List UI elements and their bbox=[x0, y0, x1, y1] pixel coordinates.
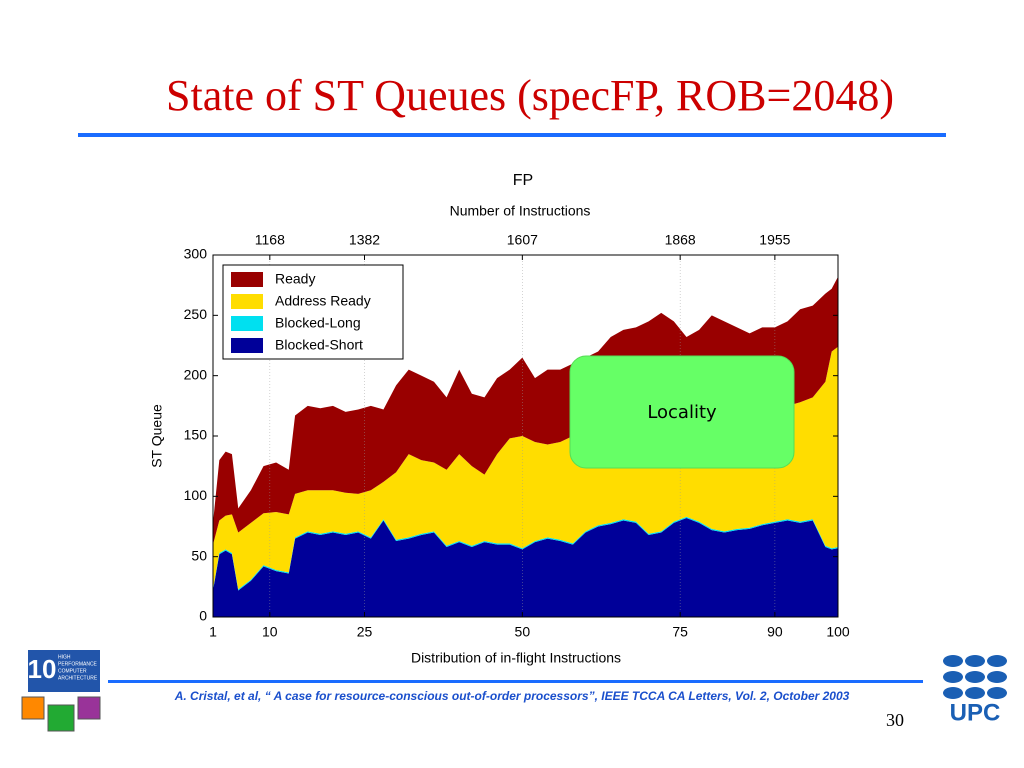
legend-label: Blocked-Short bbox=[275, 337, 363, 353]
logo-text: COMPUTER bbox=[58, 668, 87, 674]
x2-tick-label: 1868 bbox=[665, 232, 696, 248]
footer-rule bbox=[108, 680, 923, 683]
x-tick-label: 25 bbox=[357, 624, 373, 640]
logo-dot bbox=[965, 687, 985, 699]
legend-label: Address Ready bbox=[275, 293, 371, 309]
y-tick-label: 150 bbox=[184, 427, 208, 443]
legend-swatch bbox=[231, 338, 263, 353]
hpca-logo: 10 HIGH PERFORMANCE COMPUTER ARCHITECTUR… bbox=[21, 650, 101, 732]
logo-cube bbox=[47, 704, 75, 732]
annotation: Locality bbox=[647, 402, 717, 423]
legend-swatch bbox=[231, 294, 263, 309]
upc-logo: UPC bbox=[943, 655, 1007, 726]
area bbox=[213, 346, 838, 590]
area bbox=[213, 276, 838, 545]
logo-number: 10 bbox=[28, 654, 57, 684]
chart-title: FP bbox=[513, 172, 533, 189]
title-rule bbox=[78, 133, 946, 137]
logo-text: PERFORMANCE bbox=[58, 661, 98, 667]
x2-axis-label: Number of Instructions bbox=[450, 203, 591, 219]
x-tick-label: 10 bbox=[262, 624, 278, 640]
page-number: 30 bbox=[886, 710, 904, 730]
logo-dot bbox=[943, 655, 963, 667]
logo-dot bbox=[943, 671, 963, 683]
area bbox=[213, 518, 838, 617]
legend-swatch bbox=[231, 272, 263, 287]
citation: A. Cristal, et al, “ A case for resource… bbox=[174, 689, 850, 703]
logo-cube bbox=[21, 696, 45, 720]
logo-text: UPC bbox=[950, 699, 1001, 726]
x-tick-label: 100 bbox=[826, 624, 850, 640]
y-tick-label: 250 bbox=[184, 306, 208, 322]
slide-title: State of ST Queues (specFP, ROB=2048) bbox=[166, 71, 894, 120]
y-tick-label: 50 bbox=[191, 547, 207, 563]
logo-dot bbox=[943, 687, 963, 699]
y-tick-label: 100 bbox=[184, 487, 208, 503]
y-axis-label: ST Queue bbox=[149, 404, 165, 468]
x2-tick-label: 1607 bbox=[507, 232, 538, 248]
y-tick-label: 200 bbox=[184, 366, 208, 382]
plot: 0 50 100 150 200 250 300 1 10 25 50 75 90 100 1168 1382… bbox=[184, 232, 850, 640]
logo-text: ARCHITECTURE bbox=[58, 675, 98, 681]
logo-cube bbox=[77, 696, 101, 720]
x-tick-label: 90 bbox=[767, 624, 783, 640]
legend-label: Blocked-Long bbox=[275, 315, 361, 331]
logo-dot bbox=[987, 687, 1007, 699]
logo-bg bbox=[28, 650, 100, 692]
x-axis-label: Distribution of in-flight Instructions bbox=[411, 650, 621, 666]
y-tick-label: 0 bbox=[199, 608, 207, 624]
x-tick-label: 50 bbox=[515, 624, 531, 640]
annotation-box bbox=[569, 355, 795, 469]
x-tick-label: 75 bbox=[672, 624, 688, 640]
logo-text: HIGH bbox=[58, 654, 71, 660]
legend-swatch bbox=[231, 316, 263, 331]
x2-tick-label: 1955 bbox=[759, 232, 790, 248]
y-tick-label: 300 bbox=[184, 246, 208, 262]
logo-dot bbox=[965, 671, 985, 683]
logo-dot bbox=[987, 655, 1007, 667]
logo-dot bbox=[965, 655, 985, 667]
legend-label: Ready bbox=[275, 271, 315, 287]
x2-tick-label: 1382 bbox=[349, 232, 380, 248]
x2-tick-label: 1168 bbox=[255, 232, 285, 248]
x-tick-label: 1 bbox=[209, 624, 217, 640]
logo-dot bbox=[987, 671, 1007, 683]
